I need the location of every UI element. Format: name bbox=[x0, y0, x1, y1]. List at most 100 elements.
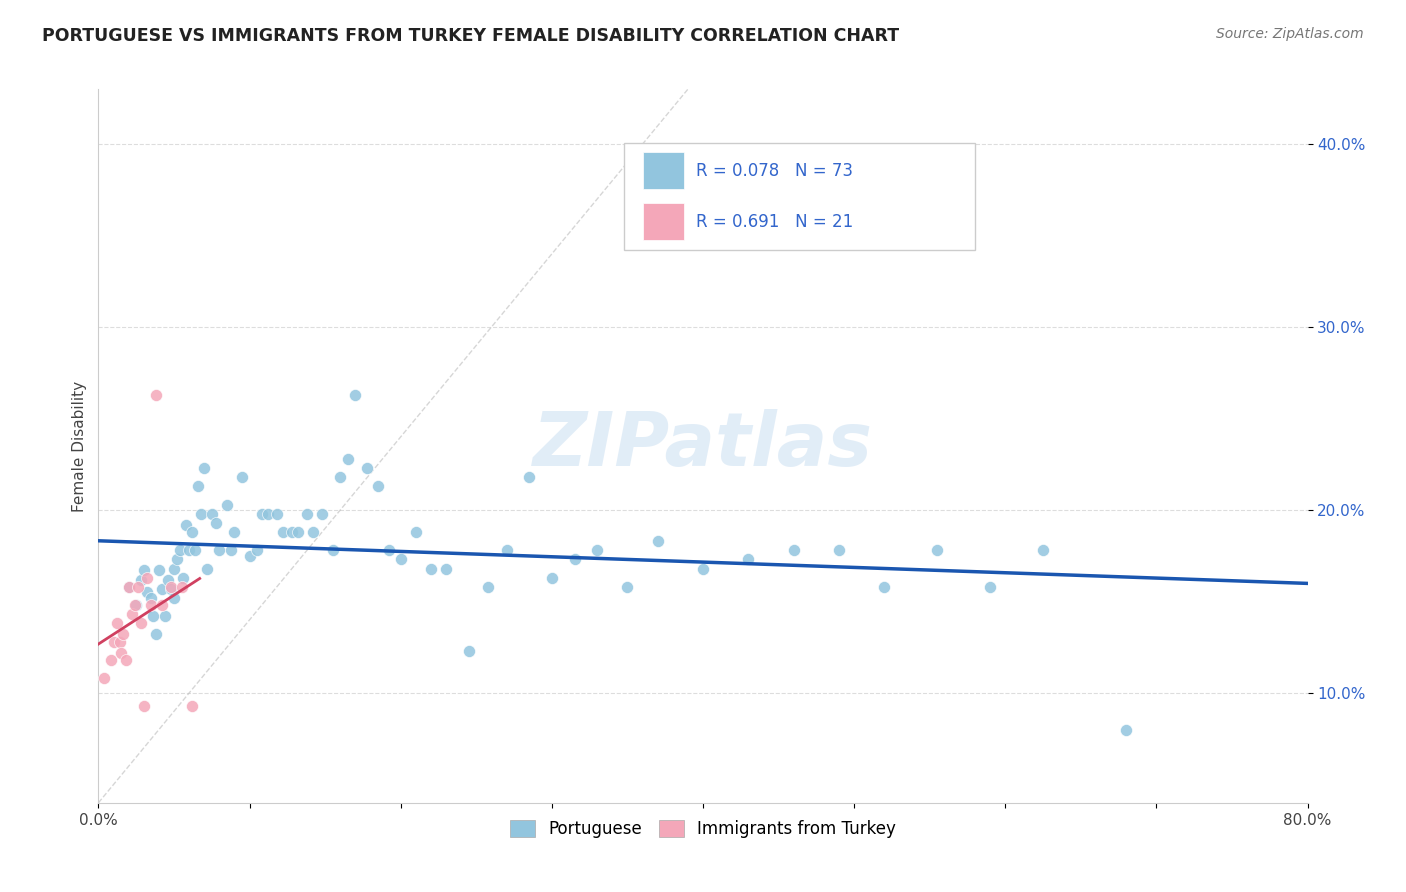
Legend: Portuguese, Immigrants from Turkey: Portuguese, Immigrants from Turkey bbox=[503, 813, 903, 845]
Point bbox=[145, 388, 167, 402]
Point bbox=[239, 549, 262, 563]
Point bbox=[256, 507, 278, 521]
Point bbox=[181, 524, 204, 539]
Point bbox=[336, 451, 359, 466]
Point bbox=[118, 580, 141, 594]
Point bbox=[477, 580, 499, 594]
Point bbox=[224, 524, 246, 539]
Point bbox=[129, 616, 152, 631]
Point bbox=[156, 573, 179, 587]
Point bbox=[150, 598, 173, 612]
Point bbox=[93, 672, 115, 686]
Point bbox=[124, 598, 146, 612]
Point bbox=[302, 524, 325, 539]
Point bbox=[389, 552, 412, 566]
Point bbox=[231, 470, 253, 484]
Point bbox=[135, 585, 157, 599]
Point bbox=[367, 479, 389, 493]
Y-axis label: Female Disability: Female Disability bbox=[72, 380, 87, 512]
Point bbox=[163, 591, 186, 605]
Point bbox=[1032, 543, 1054, 558]
Point bbox=[208, 543, 231, 558]
Point bbox=[195, 561, 218, 575]
Point bbox=[163, 561, 186, 575]
Text: PORTUGUESE VS IMMIGRANTS FROM TURKEY FEMALE DISABILITY CORRELATION CHART: PORTUGUESE VS IMMIGRANTS FROM TURKEY FEM… bbox=[42, 27, 900, 45]
Text: R = 0.691   N = 21: R = 0.691 N = 21 bbox=[696, 213, 853, 231]
Point bbox=[266, 507, 288, 521]
Point bbox=[205, 516, 228, 530]
Point bbox=[322, 543, 344, 558]
Point bbox=[121, 607, 143, 622]
Point bbox=[564, 552, 586, 566]
FancyBboxPatch shape bbox=[643, 152, 683, 189]
Point bbox=[129, 573, 152, 587]
Point bbox=[281, 524, 304, 539]
Point bbox=[160, 582, 183, 596]
Point bbox=[221, 543, 243, 558]
Point bbox=[179, 543, 201, 558]
FancyBboxPatch shape bbox=[643, 203, 683, 241]
Point bbox=[201, 507, 224, 521]
Point bbox=[737, 552, 759, 566]
Point bbox=[141, 591, 163, 605]
Point bbox=[287, 524, 309, 539]
FancyBboxPatch shape bbox=[624, 143, 976, 250]
Point bbox=[190, 507, 212, 521]
Point bbox=[105, 616, 128, 631]
Text: R = 0.078   N = 73: R = 0.078 N = 73 bbox=[696, 161, 853, 179]
Point bbox=[160, 580, 183, 594]
Point bbox=[145, 627, 167, 641]
Point bbox=[150, 582, 173, 596]
Point bbox=[434, 561, 457, 575]
Text: Source: ZipAtlas.com: Source: ZipAtlas.com bbox=[1216, 27, 1364, 41]
Point bbox=[114, 653, 136, 667]
Point bbox=[127, 580, 149, 594]
Point bbox=[172, 571, 194, 585]
Point bbox=[108, 634, 131, 648]
Point bbox=[132, 563, 155, 577]
Point bbox=[132, 698, 155, 713]
Point bbox=[517, 470, 540, 484]
Point bbox=[377, 543, 399, 558]
Point bbox=[111, 627, 134, 641]
Point bbox=[271, 524, 294, 539]
Point bbox=[246, 543, 269, 558]
Point bbox=[979, 580, 1001, 594]
Point bbox=[295, 507, 318, 521]
Point bbox=[495, 543, 517, 558]
Point bbox=[170, 580, 193, 594]
Point bbox=[103, 634, 125, 648]
Point bbox=[174, 517, 197, 532]
Point bbox=[828, 543, 851, 558]
Point bbox=[405, 524, 427, 539]
Point bbox=[193, 461, 215, 475]
Point bbox=[329, 470, 352, 484]
Point bbox=[457, 644, 479, 658]
Point bbox=[118, 580, 141, 594]
Point bbox=[110, 646, 132, 660]
Point bbox=[181, 698, 204, 713]
Point bbox=[616, 580, 638, 594]
Point bbox=[141, 598, 163, 612]
Point bbox=[215, 498, 238, 512]
Point bbox=[1115, 723, 1137, 737]
Point bbox=[153, 609, 176, 624]
Point bbox=[783, 543, 806, 558]
Point bbox=[135, 571, 157, 585]
Text: ZIPatlas: ZIPatlas bbox=[533, 409, 873, 483]
Point bbox=[647, 534, 669, 549]
Point bbox=[166, 552, 188, 566]
Point bbox=[540, 571, 562, 585]
Point bbox=[250, 507, 273, 521]
Point bbox=[927, 543, 949, 558]
Point bbox=[420, 561, 443, 575]
Point bbox=[125, 598, 148, 612]
Point bbox=[586, 543, 609, 558]
Point bbox=[148, 563, 170, 577]
Point bbox=[169, 543, 191, 558]
Point bbox=[344, 388, 367, 402]
Point bbox=[184, 543, 207, 558]
Point bbox=[187, 479, 209, 493]
Point bbox=[100, 653, 122, 667]
Point bbox=[311, 507, 333, 521]
